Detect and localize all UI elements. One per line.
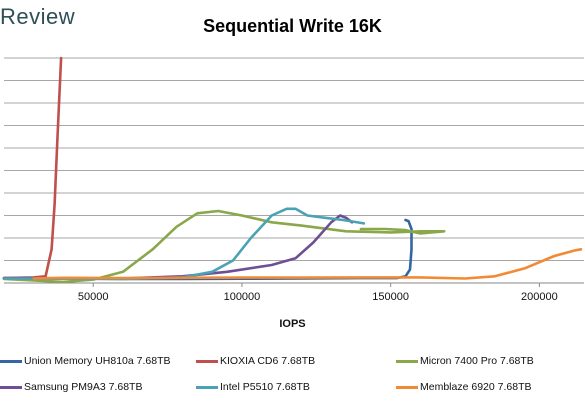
legend-swatch xyxy=(396,359,418,363)
chart-title: Sequential Write 16K xyxy=(203,16,382,36)
series-lines xyxy=(2,56,583,284)
series-line xyxy=(32,248,583,280)
legend-label: Micron 7400 Pro 7.68TB xyxy=(420,355,534,367)
x-axis-label: IOPS xyxy=(279,318,306,330)
legend-label: Intel P5510 7.68TB xyxy=(220,381,310,393)
brand-logo-text: Review xyxy=(0,4,76,29)
legend-item: Micron 7400 Pro 7.68TB xyxy=(396,355,534,367)
series-line xyxy=(2,56,63,280)
legend-swatch xyxy=(196,385,218,389)
legend-item: Memblaze 6920 7.68TB xyxy=(396,381,531,393)
legend-swatch xyxy=(0,385,22,389)
series-line xyxy=(2,209,446,284)
legend-swatch xyxy=(0,359,22,363)
x-tick-label: 200000 xyxy=(521,291,558,303)
legend-label: Union Memory UH810a 7.68TB xyxy=(24,355,171,367)
x-tick-label: 100000 xyxy=(224,291,261,303)
legend-item: Intel P5510 7.68TB xyxy=(196,381,310,393)
x-axis xyxy=(4,282,584,287)
series-line xyxy=(2,218,413,281)
chart-legend: Union Memory UH810a 7.68TB KIOXIA CD6 7.6… xyxy=(0,343,585,401)
legend-swatch xyxy=(196,359,218,363)
legend-swatch xyxy=(396,385,418,389)
legend-item: Samsung PM9A3 7.68TB xyxy=(0,381,142,393)
grid-lines xyxy=(4,57,584,261)
legend-item: KIOXIA CD6 7.68TB xyxy=(196,355,315,367)
x-tick-label: 50000 xyxy=(78,291,109,303)
legend-item: Union Memory UH810a 7.68TB xyxy=(0,355,170,367)
x-tick-labels: 50000 100000 150000 200000 xyxy=(78,291,558,303)
legend-label: KIOXIA CD6 7.68TB xyxy=(220,355,316,367)
legend-label: Samsung PM9A3 7.68TB xyxy=(24,381,143,393)
x-tick-label: 150000 xyxy=(372,291,409,303)
legend-label: Memblaze 6920 7.68TB xyxy=(420,381,532,393)
